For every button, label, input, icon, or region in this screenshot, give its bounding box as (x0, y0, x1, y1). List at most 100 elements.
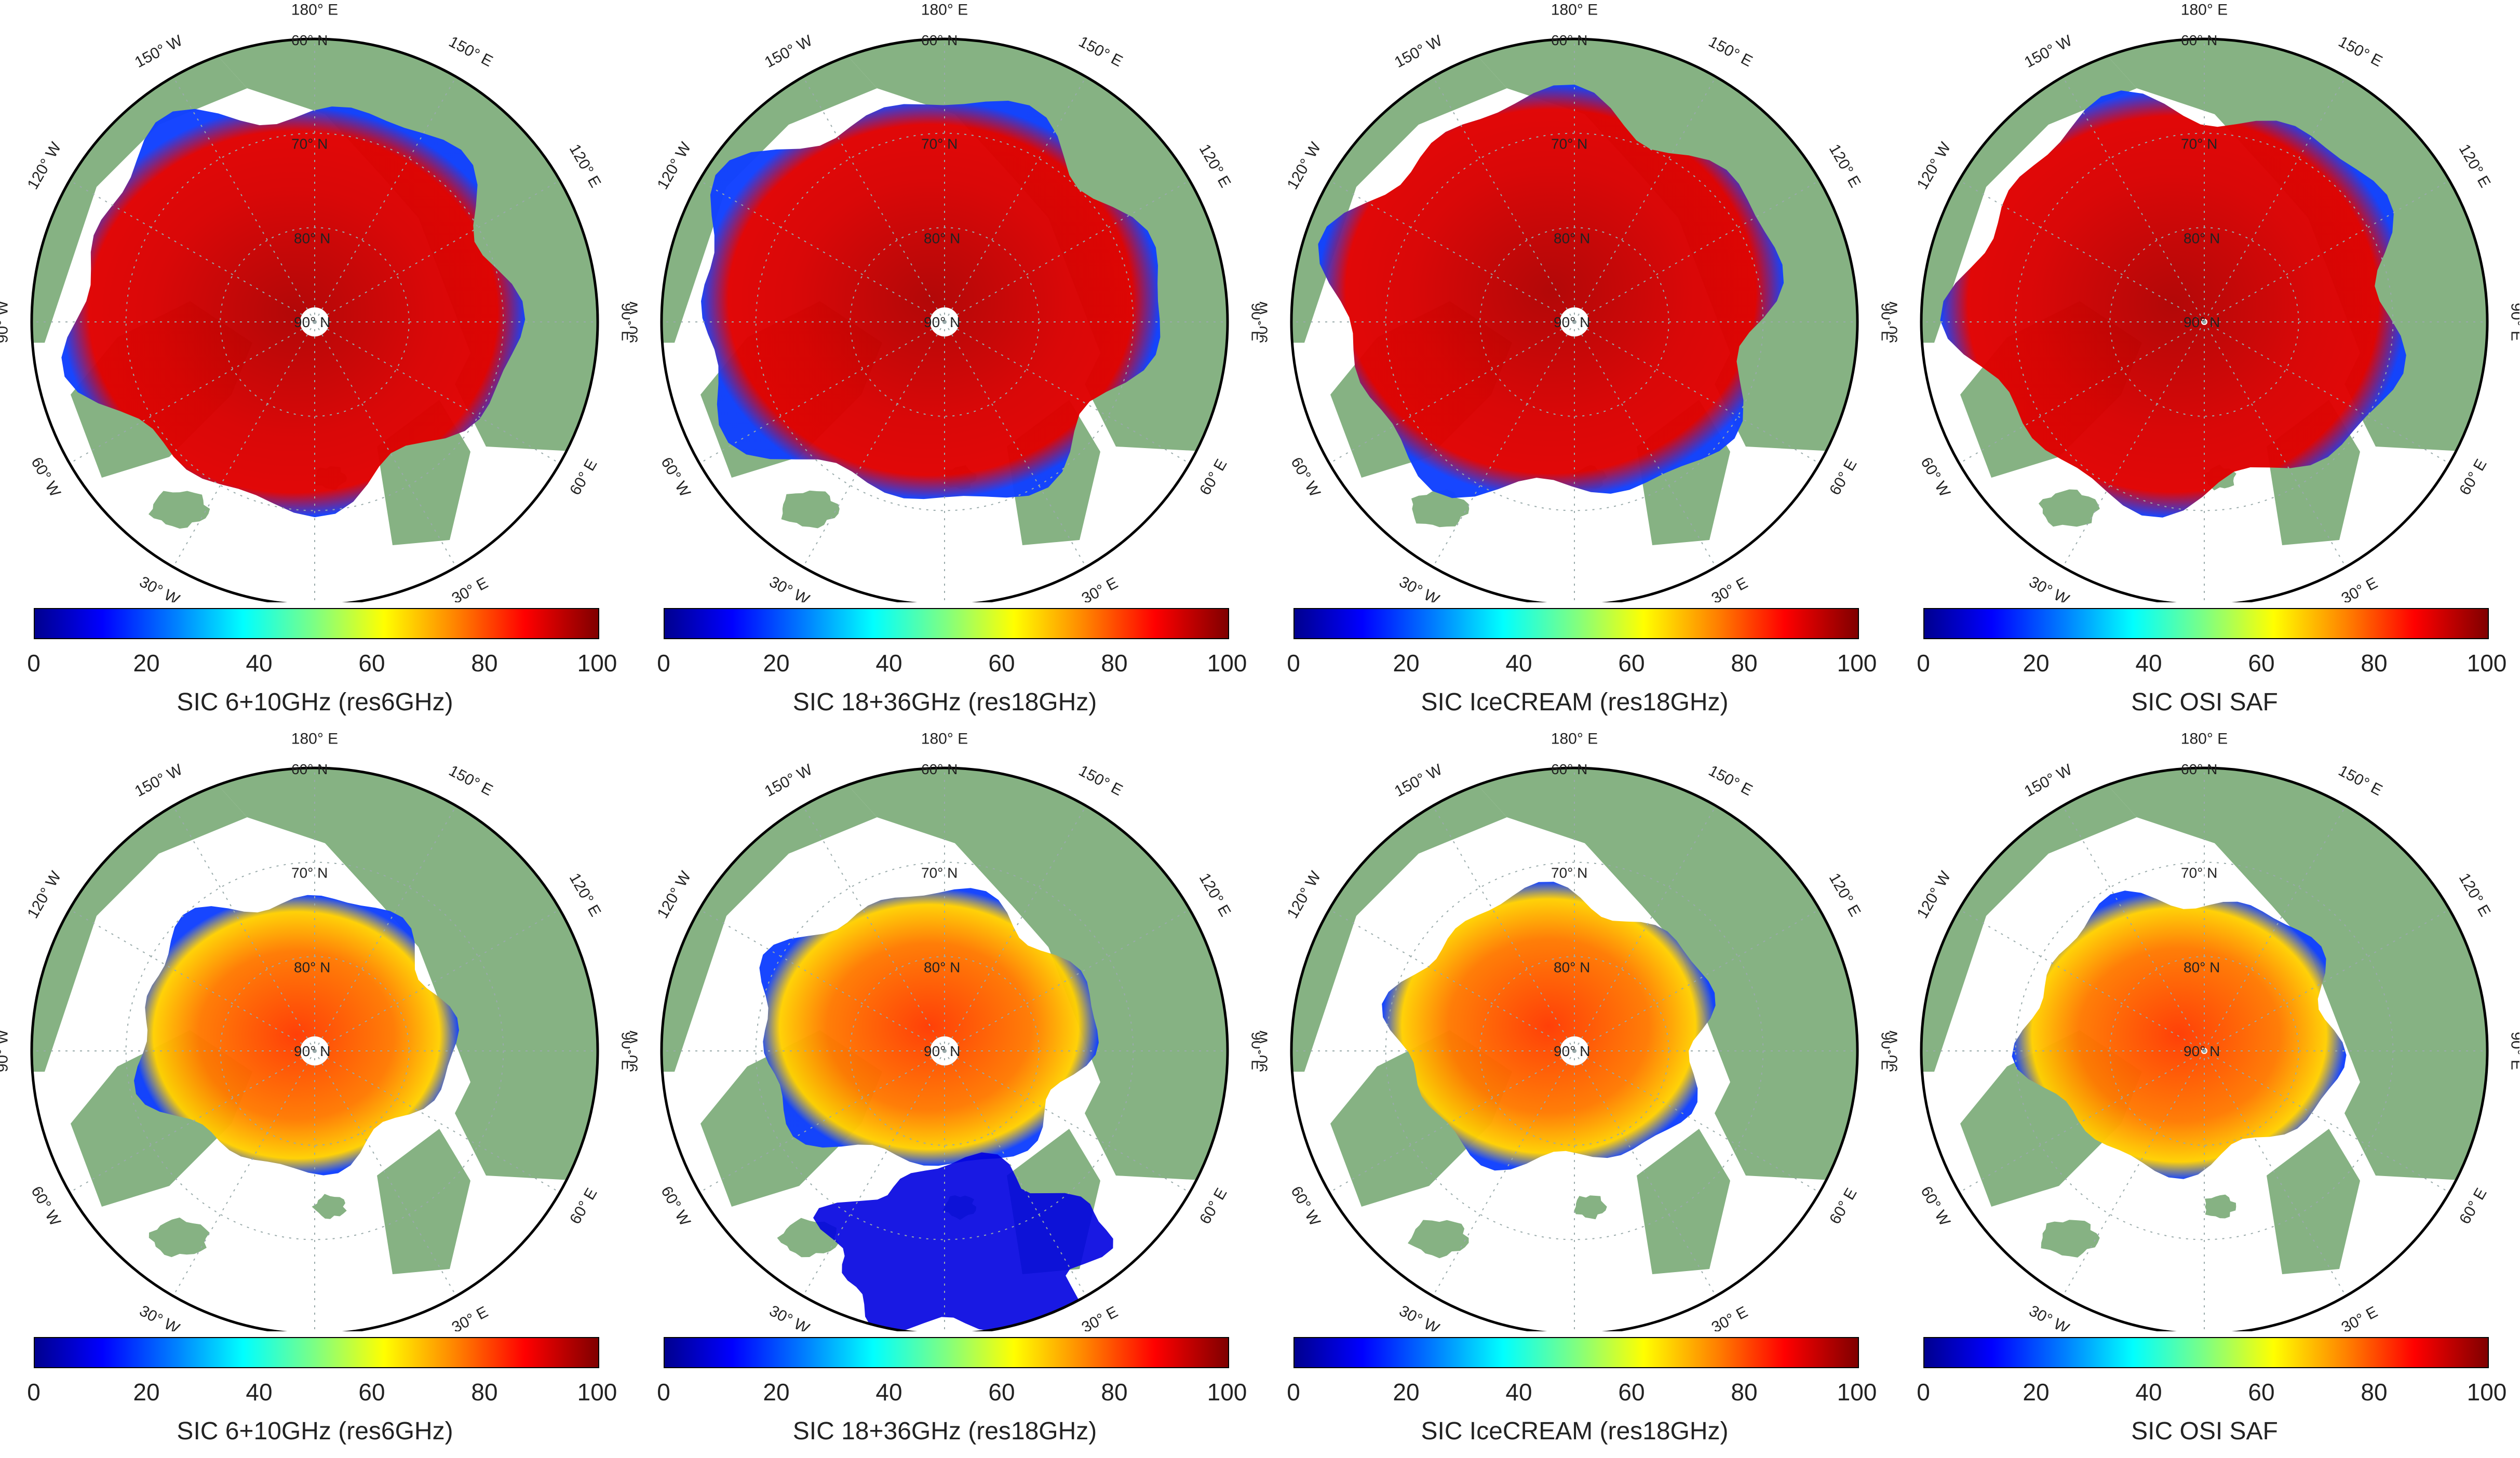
colorbar (34, 1337, 599, 1368)
lon-label: 60° E (1826, 1185, 1860, 1227)
lon-label: 30° E (449, 574, 491, 602)
scandinavia-land (2267, 1129, 2360, 1274)
lon-label: 90° W (630, 1029, 641, 1072)
scandinavia-land (377, 1129, 470, 1274)
colorbar-tick: 20 (763, 650, 790, 677)
colorbar-tick: 60 (1618, 1379, 1645, 1406)
scandinavia-land (1637, 1129, 1730, 1274)
lon-label: 120° E (566, 870, 604, 920)
lon-label: 120° W (1913, 139, 1954, 193)
lon-label: 180° E (291, 730, 338, 747)
colorbar-tick: 60 (988, 650, 1015, 677)
lon-label: 60° E (567, 1185, 600, 1227)
colorbar-tick: 20 (1393, 650, 1420, 677)
lat-label-90: 90° N (2184, 314, 2220, 330)
lon-label: 30° E (1709, 574, 1751, 602)
colorbar-tick: 100 (1837, 1379, 1877, 1406)
map-frame (660, 766, 1229, 1331)
colorbar-tick: 40 (246, 650, 273, 677)
lon-label: 180° E (2181, 1, 2228, 18)
iceland-land (1408, 1220, 1469, 1259)
colorbar-tick: 80 (471, 1379, 498, 1406)
colorbar-tick: 100 (1207, 1379, 1247, 1406)
graticule (1921, 39, 2487, 602)
colorbar-title: SIC IceCREAM (res18GHz) (1421, 688, 1729, 716)
lat-label-90: 90° N (1554, 1043, 1590, 1059)
colorbar-tick: 40 (875, 650, 902, 677)
lon-label: 180° E (921, 1, 968, 18)
colorbar-tick: 20 (133, 650, 160, 677)
lon-label: 180° E (1551, 1, 1598, 18)
graticule (662, 768, 1228, 1331)
colorbar-tick: 0 (27, 1379, 41, 1406)
lon-label: 180° E (921, 730, 968, 747)
north-america-land (662, 768, 877, 1072)
colorbar-tick: 0 (27, 650, 41, 677)
map-frame (1920, 766, 2489, 1331)
lon-label: 120° E (1826, 870, 1864, 920)
map-disk (662, 768, 1228, 1331)
lon-label: 120° E (2456, 870, 2494, 920)
lon-label: 30° W (2026, 1302, 2072, 1331)
lon-label: 90° W (1890, 1029, 1901, 1072)
sea-ice-field (61, 106, 525, 518)
lon-label: 90° W (630, 300, 641, 343)
lon-label: 120° W (24, 139, 64, 193)
lat-label-80: 80° N (924, 959, 960, 975)
map-disk (1921, 39, 2487, 602)
colorbar-tick: 100 (2467, 650, 2507, 677)
lon-label: 180° E (1551, 730, 1598, 747)
lon-label: 30° E (2339, 574, 2381, 602)
colorbar-tick: 40 (1505, 650, 1532, 677)
lon-label: 90° W (0, 300, 11, 343)
colorbar-tick: 40 (2135, 1379, 2162, 1406)
lon-label: 150° W (1392, 32, 1445, 71)
lon-label: 90° E (1248, 1032, 1260, 1070)
lat-label-80: 80° N (2184, 230, 2220, 246)
colorbar-tick: 40 (875, 1379, 902, 1406)
graticule (1921, 768, 2487, 1331)
lon-label: 90° E (618, 1032, 630, 1070)
svalbard-land (1574, 1195, 1607, 1220)
colorbar-title: SIC IceCREAM (res18GHz) (1421, 1418, 1729, 1445)
colorbar-tick: 20 (1393, 1379, 1420, 1406)
lon-label: 60° W (1287, 454, 1324, 500)
colorbar-tick: 0 (1917, 1379, 1930, 1406)
svalbard-land (312, 1194, 347, 1219)
lon-label: 120° W (654, 868, 694, 922)
lon-label: 90° W (0, 1029, 11, 1072)
map-frame (30, 766, 599, 1331)
lat-label-90: 90° N (294, 1043, 330, 1059)
lon-label: 60° E (567, 456, 600, 498)
lon-label: 150° W (132, 32, 185, 71)
lon-label: 150° W (132, 761, 185, 800)
colorbar-tick: 100 (1207, 650, 1247, 677)
colorbar-tick: 0 (1287, 1379, 1300, 1406)
north-america-land (32, 39, 247, 343)
lon-label: 120° W (654, 139, 694, 193)
lon-label: 150° E (2336, 33, 2385, 71)
lat-label-80: 80° N (1554, 959, 1590, 975)
lon-label: 60° W (657, 454, 694, 500)
lat-label-60: 60° N (1551, 761, 1587, 777)
iceland-land (2038, 489, 2100, 527)
lat-label-90: 90° N (924, 1043, 960, 1059)
sic-panel-0-0: 180° E 150° W 150° E 120° W 120° E 90° W 90° E… (0, 0, 630, 729)
sea-ice-field (134, 895, 459, 1176)
colorbar (1923, 1337, 2489, 1368)
sea-ice-field (1318, 85, 1784, 498)
lon-label: 150° W (2022, 761, 2075, 800)
sea-ice-field (1940, 90, 2406, 518)
sea-ice-field (701, 101, 1161, 500)
colorbar-tick: 100 (1837, 650, 1877, 677)
lon-label: 90° E (1878, 1032, 1890, 1070)
lon-label: 90° W (1890, 300, 1901, 343)
lon-label: 30° W (137, 573, 183, 602)
lat-label-70: 70° N (1551, 136, 1587, 152)
lon-label: 120° W (1284, 868, 1324, 922)
lon-label: 60° E (1196, 456, 1230, 498)
lon-label: 90° E (1878, 303, 1890, 341)
sea-ice-field (2012, 890, 2347, 1179)
sea-ice-field (759, 888, 1099, 1166)
map-disk (1291, 39, 1857, 602)
